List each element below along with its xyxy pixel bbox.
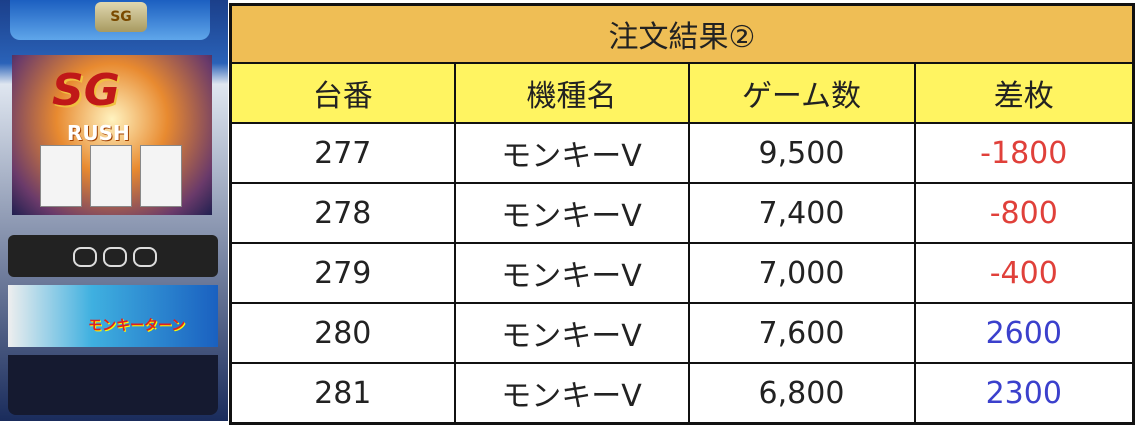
header-model-name: 機種名 <box>453 62 690 124</box>
order-results-table: 注文結果② 台番 機種名 ゲーム数 差枚 277 モンキーV 9,500 -1800 2… <box>229 3 1135 425</box>
header-machine-number: 台番 <box>229 62 456 124</box>
machine-screen: SG RUSH <box>12 55 212 215</box>
difference-cell: -400 <box>913 242 1135 304</box>
game-count-cell: 7,400 <box>687 182 916 244</box>
table-row: 281 モンキーV 6,800 2300 <box>229 362 1135 425</box>
machine-number-cell: 279 <box>229 242 456 304</box>
game-count-cell: 7,600 <box>687 302 916 364</box>
difference-cell: -1800 <box>913 122 1135 184</box>
machine-artwork: モンキーターン <box>8 285 218 347</box>
model-name-cell: モンキーV <box>453 182 690 244</box>
difference-cell: -800 <box>913 182 1135 244</box>
stop-button <box>103 247 127 267</box>
reel <box>40 145 82 207</box>
stop-button <box>73 247 97 267</box>
table-row: 279 モンキーV 7,000 -400 <box>229 242 1135 304</box>
machine-number-cell: 281 <box>229 362 456 425</box>
table-row: 278 モンキーV 7,400 -800 <box>229 182 1135 244</box>
machine-base <box>8 355 218 415</box>
difference-cell: 2600 <box>913 302 1135 364</box>
model-name-cell: モンキーV <box>453 242 690 304</box>
game-count-cell: 6,800 <box>687 362 916 425</box>
machine-number-cell: 280 <box>229 302 456 364</box>
slot-machine-image: SG SG RUSH モンキーターン <box>0 0 228 421</box>
model-name-cell: モンキーV <box>453 362 690 425</box>
difference-cell: 2300 <box>913 362 1135 425</box>
machine-number-cell: 278 <box>229 182 456 244</box>
header-game-count: ゲーム数 <box>687 62 916 124</box>
model-name-cell: モンキーV <box>453 122 690 184</box>
stop-button <box>133 247 157 267</box>
reel <box>140 145 182 207</box>
game-count-cell: 9,500 <box>687 122 916 184</box>
machine-top: SG <box>10 0 210 40</box>
model-name-cell: モンキーV <box>453 302 690 364</box>
rush-logo: RUSH <box>67 121 130 145</box>
machine-button-panel <box>8 235 218 277</box>
machine-number-cell: 277 <box>229 122 456 184</box>
art-title-logo: モンキーターン <box>88 318 186 334</box>
reel <box>90 145 132 207</box>
sg-logo: SG <box>52 65 120 116</box>
machine-badge-logo: SG <box>95 2 147 32</box>
header-difference: 差枚 <box>913 62 1135 124</box>
game-count-cell: 7,000 <box>687 242 916 304</box>
table-row: 277 モンキーV 9,500 -1800 <box>229 122 1135 184</box>
table-title: 注文結果② <box>229 3 1135 64</box>
table-row: 280 モンキーV 7,600 2600 <box>229 302 1135 364</box>
